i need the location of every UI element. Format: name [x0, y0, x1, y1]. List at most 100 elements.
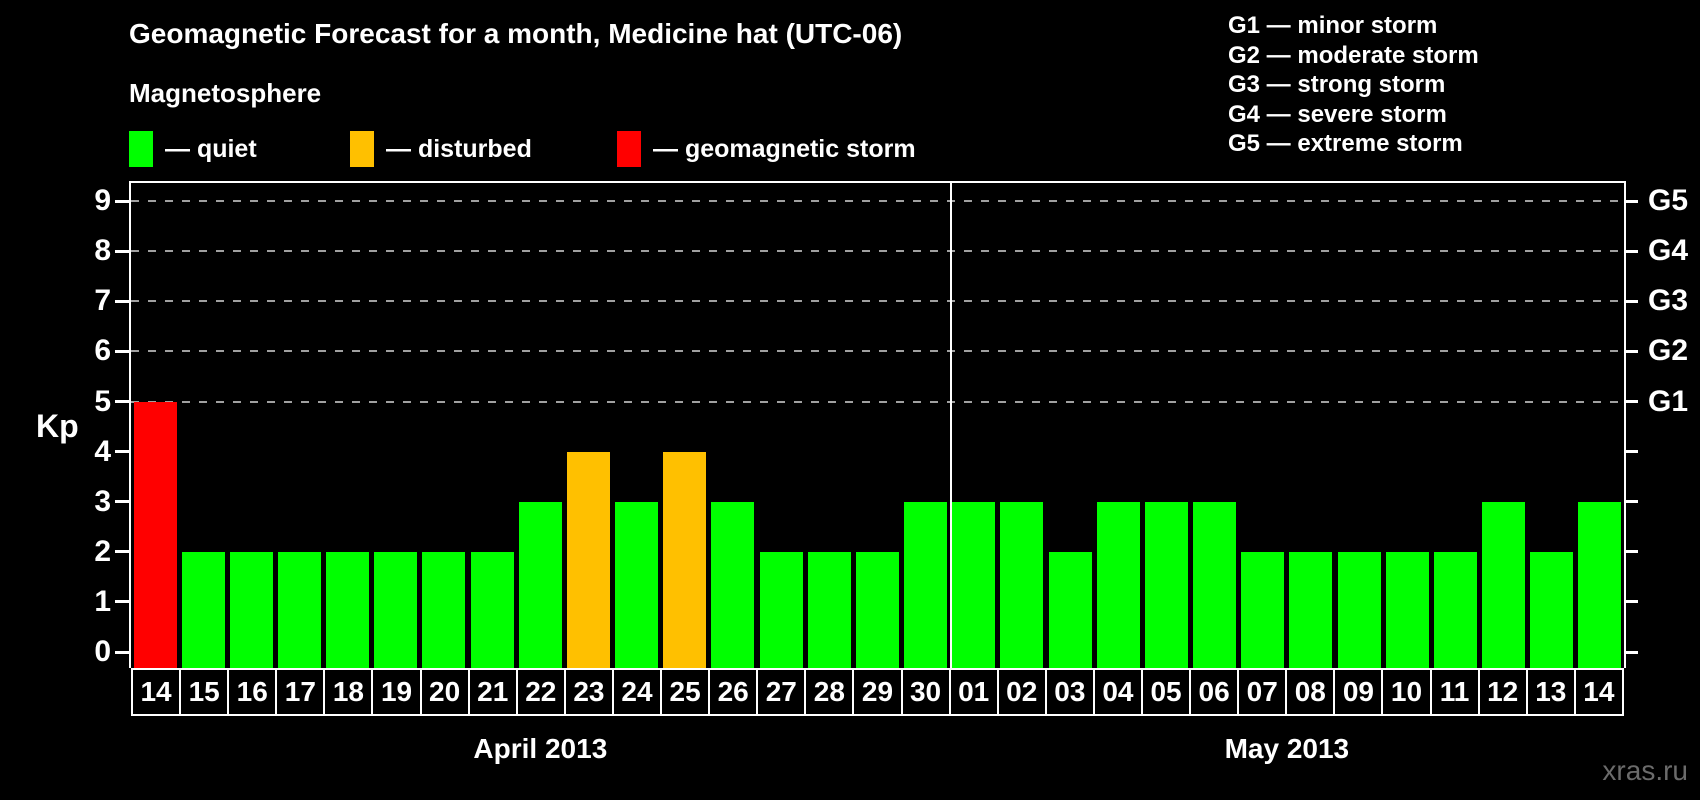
kp-bar-day-10 — [1385, 551, 1429, 668]
grid-line-kp5 — [131, 400, 1624, 403]
day-label-05: 05 — [1140, 668, 1192, 716]
day-label-18: 18 — [323, 668, 374, 716]
y-axis-label-6: 6 — [94, 334, 111, 368]
right-axis-tick-4 — [1624, 450, 1638, 454]
legend-item-quiet: — quiet — [129, 129, 257, 169]
kp-bar-day-24 — [615, 501, 659, 668]
right-axis-tick-0 — [1624, 650, 1638, 654]
kp-bar-day-09 — [1337, 551, 1381, 668]
y-axis-label-1: 1 — [94, 584, 111, 618]
day-label-01: 01 — [948, 668, 999, 716]
grid-line-kp6 — [131, 350, 1624, 353]
kp-bar-day-03 — [1048, 551, 1092, 668]
magnetosphere-heading: Magnetosphere — [129, 78, 322, 108]
day-label-07: 07 — [1237, 668, 1288, 716]
day-label-28: 28 — [804, 668, 855, 716]
kp-bar-day-11 — [1433, 551, 1477, 668]
y-axis-tick-0 — [115, 650, 129, 654]
y-axis-tick-3 — [115, 500, 129, 504]
day-label-14: 14 — [131, 668, 182, 716]
kp-bar-day-01 — [952, 501, 996, 668]
storm-color-swatch — [617, 131, 641, 167]
kp-bar-day-15 — [181, 551, 225, 668]
kp-bar-day-23 — [566, 451, 610, 668]
kp-bar-day-19 — [374, 551, 418, 668]
day-label-16: 16 — [227, 668, 278, 716]
right-axis-label-g2: G2 — [1648, 334, 1689, 368]
kp-bar-day-12 — [1482, 501, 1526, 668]
right-axis-tick-7 — [1624, 299, 1638, 303]
kp-bar-day-18 — [326, 551, 370, 668]
grid-line-kp7 — [131, 300, 1624, 303]
g5-legend-line: G5 — extreme storm — [1228, 130, 1463, 157]
legend-label-disturbed: — disturbed — [386, 134, 532, 163]
day-label-08: 08 — [1285, 668, 1336, 716]
g-scale-legend: G1 — minor storm G2 — moderate storm G3 … — [1228, 11, 1479, 159]
right-axis-tick-3 — [1624, 500, 1638, 504]
kp-bar-day-05 — [1144, 501, 1188, 668]
kp-bar-day-30 — [904, 501, 948, 668]
day-label-12: 12 — [1477, 668, 1528, 716]
kp-bar-day-17 — [277, 551, 321, 668]
watermark: xras.ru — [1602, 755, 1688, 786]
y-axis-tick-4 — [115, 450, 129, 454]
day-label-15: 15 — [179, 668, 230, 716]
month-separator — [949, 183, 952, 668]
day-label-06: 06 — [1189, 668, 1240, 716]
kp-bar-day-04 — [1096, 501, 1140, 668]
kp-bar-day-06 — [1193, 501, 1237, 668]
y-axis-label-8: 8 — [94, 234, 111, 268]
y-axis-label-0: 0 — [94, 635, 111, 668]
day-label-10: 10 — [1381, 668, 1432, 716]
g4-legend-line: G4 — severe storm — [1228, 100, 1447, 128]
day-label-23: 23 — [563, 668, 614, 716]
day-label-04: 04 — [1092, 668, 1143, 716]
month-label-may: May 2013 — [1224, 733, 1350, 764]
right-axis-tick-9 — [1624, 199, 1638, 203]
day-label-29: 29 — [852, 668, 903, 716]
y-axis-tick-7 — [115, 299, 129, 303]
kp-bar-day-29 — [855, 551, 899, 668]
kp-bar-day-20 — [422, 551, 466, 668]
grid-line-kp9 — [131, 200, 1624, 203]
day-label-30: 30 — [900, 668, 951, 716]
right-axis-tick-2 — [1624, 550, 1638, 554]
right-axis-tick-6 — [1624, 349, 1638, 353]
day-label-20: 20 — [419, 668, 470, 716]
y-axis-tick-8 — [115, 249, 129, 253]
right-axis-tick-1 — [1624, 600, 1638, 604]
y-axis-label-4: 4 — [94, 434, 111, 468]
y-axis-label-7: 7 — [94, 284, 111, 318]
y-axis-label-9: 9 — [94, 184, 111, 218]
kp-bar-day-16 — [229, 551, 273, 668]
kp-bar-day-27 — [759, 551, 803, 668]
kp-bar-day-22 — [518, 501, 562, 668]
y-axis-label-5: 5 — [94, 384, 111, 418]
right-axis-tick-8 — [1624, 249, 1638, 253]
day-label-22: 22 — [515, 668, 566, 716]
day-label-09: 09 — [1333, 668, 1384, 716]
y-axis-label-2: 2 — [94, 534, 111, 568]
day-label-27: 27 — [756, 668, 807, 716]
kp-bar-day-26 — [711, 501, 755, 668]
grid-line-kp8 — [131, 250, 1624, 253]
legend-item-disturbed: — disturbed — [350, 129, 532, 169]
day-label-17: 17 — [275, 668, 326, 716]
kp-bar-day-07 — [1241, 551, 1285, 668]
g2-legend-line: G2 — moderate storm — [1228, 41, 1479, 69]
y-axis-tick-2 — [115, 550, 129, 554]
day-label-03: 03 — [1044, 668, 1095, 716]
month-label-april: April 2013 — [473, 733, 608, 764]
kp-bar-day-13 — [1530, 551, 1574, 668]
kp-bar-day-14 — [133, 401, 177, 668]
kp-bar-day-28 — [807, 551, 851, 668]
day-label-25: 25 — [660, 668, 711, 716]
day-label-24: 24 — [611, 668, 663, 716]
page-title: Geomagnetic Forecast for a month, Medici… — [129, 18, 903, 49]
kp-bar-day-21 — [470, 551, 514, 668]
quiet-color-swatch — [129, 131, 153, 167]
y-axis-title-kp: Kp — [36, 407, 79, 444]
right-axis-label-g3: G3 — [1648, 284, 1689, 318]
day-axis-row: 14 15 16 17 18 19 20 21 22 23 24 25 26 27 28 29 30 01 02 03… — [131, 668, 1624, 716]
disturbed-color-swatch — [350, 131, 374, 167]
